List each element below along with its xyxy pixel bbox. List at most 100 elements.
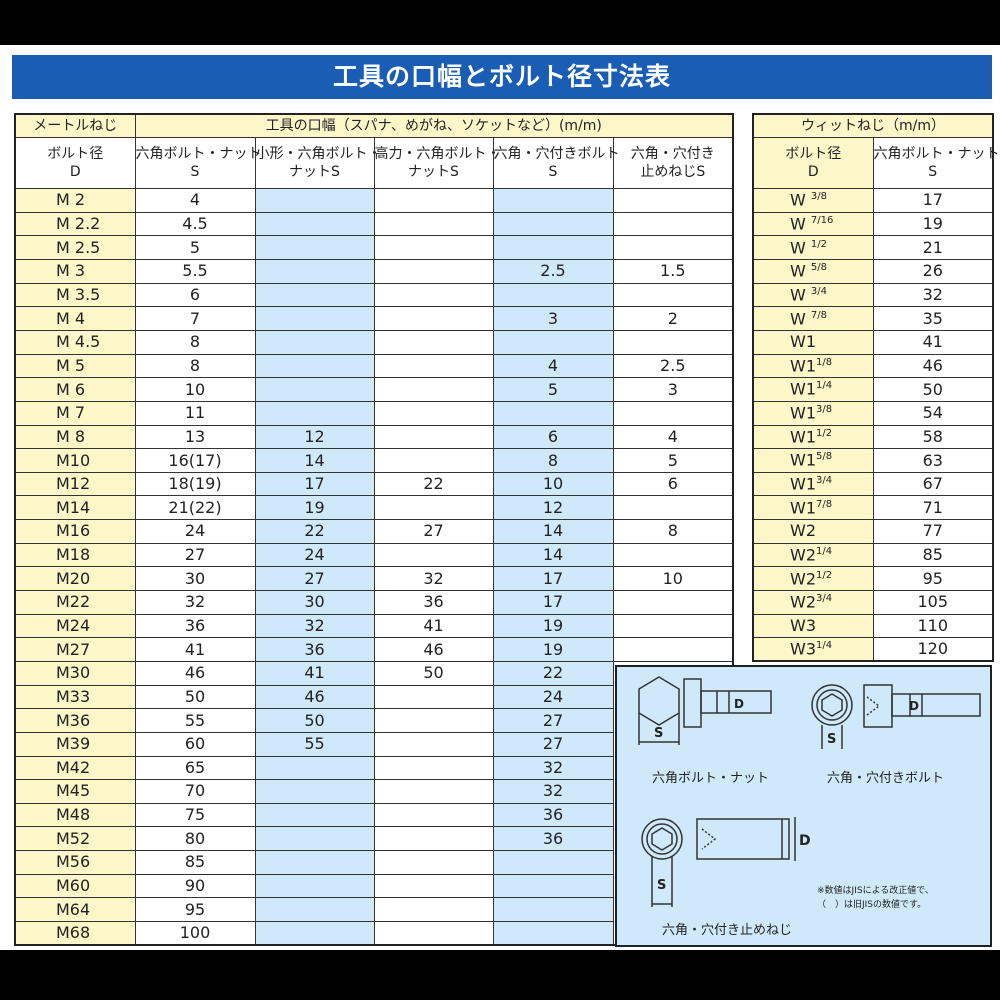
bolt-size-cell: W21/4 <box>752 542 874 568</box>
value-cell: 22 <box>254 519 375 544</box>
value-cell: 1.5 <box>612 259 734 284</box>
value-cell <box>373 495 494 521</box>
value-cell <box>373 353 494 379</box>
bolt-size-cell: W1 <box>752 329 874 355</box>
value-cell: 22 <box>492 660 614 686</box>
note-line-2: （ ）は旧JISの数値です。 <box>817 899 927 910</box>
value-cell <box>373 542 494 568</box>
value-cell <box>373 377 494 402</box>
table-row: W13/4 67 <box>752 471 994 497</box>
value-cell <box>254 259 375 284</box>
socket-caption: 六角・穴付きボルト <box>827 771 945 786</box>
value-cell <box>373 873 494 899</box>
value-cell: 85 <box>134 850 256 875</box>
value-cell <box>254 850 375 875</box>
table-row: M 3.5 6 <box>14 282 734 308</box>
table-row: M68 100 <box>14 921 733 946</box>
denominator: 2 <box>825 427 833 439</box>
value-cell: 46 <box>254 684 375 710</box>
value-cell: 17 <box>254 471 375 497</box>
denominator: 16 <box>820 214 834 226</box>
value-cell: 85 <box>872 542 994 568</box>
bolt-size-cell: M56 <box>14 850 136 875</box>
bolt-size-cell: W11/2 <box>752 424 874 450</box>
value-cell: 32 <box>872 282 994 308</box>
set-d-label: D <box>799 833 811 849</box>
table-row: W 5/8 26 <box>752 259 994 284</box>
value-cell: 6 <box>612 471 734 497</box>
value-cell <box>254 188 375 213</box>
value-cell: 95 <box>872 566 994 592</box>
size-whole: W1 <box>790 379 816 399</box>
bolt-size-cell: M52 <box>14 826 136 852</box>
value-cell: 54 <box>872 400 994 426</box>
hex-caption: 六角ボルト・ナット <box>652 771 770 786</box>
value-cell <box>254 802 375 828</box>
bolt-size-cell: W15/8 <box>752 448 874 473</box>
column-header: 六角ボルト・ナット S <box>134 137 262 190</box>
value-cell: 46 <box>134 660 256 686</box>
value-cell: 5 <box>134 235 256 261</box>
numerator: 7 <box>816 498 823 510</box>
denominator: 8 <box>820 191 828 203</box>
note-line-1: ※数値はJISによる改正値で、 <box>817 886 934 896</box>
column-header: ボルト径 D <box>14 137 136 190</box>
value-cell: 60 <box>134 731 256 757</box>
value-cell: 50 <box>872 377 994 402</box>
value-cell <box>373 424 494 450</box>
value-cell <box>612 590 734 615</box>
bolt-size-cell: M14 <box>14 495 136 521</box>
bolt-size-cell: W 5/8 <box>752 259 874 284</box>
table-row: W3 110 <box>752 613 994 639</box>
value-cell: 2.5 <box>612 353 734 379</box>
value-cell: 36 <box>492 826 614 852</box>
value-cell <box>492 235 614 261</box>
value-cell <box>373 897 494 922</box>
size-whole: W2 <box>790 568 816 588</box>
table-row: W13/8 54 <box>752 400 994 426</box>
socket-bolt-icon <box>811 684 981 749</box>
bolt-size-cell: M30 <box>14 660 136 686</box>
size-fraction: 1/4 <box>816 640 833 652</box>
value-cell <box>373 400 494 426</box>
value-cell <box>254 377 375 402</box>
denominator: 4 <box>825 593 833 605</box>
value-cell: 30 <box>134 566 256 592</box>
table-row: M 8 13 12 6 4 <box>14 424 734 450</box>
value-cell: 16(17) <box>134 448 256 473</box>
value-cell: 6 <box>492 424 614 450</box>
bolt-size-cell: M 2.5 <box>14 235 136 261</box>
numerator: 1 <box>816 640 823 652</box>
value-cell: 58 <box>872 424 994 450</box>
value-cell: 105 <box>872 590 994 615</box>
table-row: M60 90 <box>14 873 733 899</box>
table-row: M30 46 41 50 22 <box>14 660 733 686</box>
value-cell: 30 <box>254 590 375 615</box>
bolt-size-cell: M45 <box>14 779 136 804</box>
table-row: W11/4 50 <box>752 377 994 402</box>
numerator: 1 <box>816 427 823 439</box>
table-row: M14 21(22) 19 12 <box>14 495 734 521</box>
denominator: 4 <box>825 545 833 557</box>
denominator: 8 <box>825 404 833 416</box>
value-cell: 36 <box>492 802 614 828</box>
table-row: M 7 11 <box>14 400 734 426</box>
value-cell: 4 <box>612 424 734 450</box>
value-cell <box>373 282 494 308</box>
numerator: 5 <box>816 451 823 463</box>
column-header: 六角・穴付き 止めねじS <box>612 137 734 190</box>
size-whole: W1 <box>790 497 816 517</box>
bolt-size-cell: M60 <box>14 873 136 899</box>
metric-table: メートルねじ 工具の口幅（スパナ、めがね、ソケットなど）(m/m) ボルト径 D 六角… <box>14 113 735 947</box>
value-cell: 80 <box>134 826 256 852</box>
hex-s-label: S <box>654 726 663 741</box>
value-cell: 35 <box>872 306 994 331</box>
numerator: 1 <box>816 569 823 581</box>
numerator: 1 <box>810 238 818 250</box>
size-whole: W <box>790 261 806 281</box>
table-row: M22 32 30 36 17 <box>14 590 734 615</box>
table-row: W1 41 <box>752 329 994 355</box>
value-cell <box>492 188 614 213</box>
table-row: M56 85 <box>14 850 733 875</box>
